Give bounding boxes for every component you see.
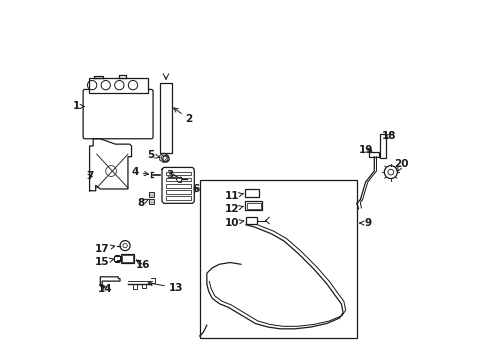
Bar: [149, 199, 154, 204]
Text: 8: 8: [137, 198, 149, 208]
Text: 20: 20: [393, 159, 408, 172]
Text: 17: 17: [94, 244, 115, 254]
Text: 11: 11: [224, 191, 243, 201]
FancyBboxPatch shape: [244, 201, 262, 211]
Bar: [199, 180, 357, 338]
Bar: [165, 184, 190, 188]
Text: 4: 4: [132, 167, 148, 177]
Bar: [115, 255, 119, 262]
Bar: [160, 83, 171, 153]
Text: 6: 6: [192, 184, 199, 194]
Bar: [113, 256, 120, 261]
Text: 1: 1: [73, 102, 84, 112]
Bar: [165, 172, 190, 175]
FancyBboxPatch shape: [88, 78, 147, 93]
FancyBboxPatch shape: [245, 217, 257, 224]
Text: 7: 7: [86, 171, 93, 181]
Bar: [379, 134, 385, 158]
Polygon shape: [100, 277, 120, 288]
Text: 14: 14: [98, 284, 112, 294]
Bar: [165, 197, 190, 200]
Text: 19: 19: [358, 144, 372, 154]
Text: 16: 16: [136, 260, 150, 270]
Bar: [149, 192, 154, 197]
Text: 12: 12: [224, 204, 243, 215]
Text: 15: 15: [95, 257, 114, 267]
Text: 5: 5: [147, 150, 159, 160]
Bar: [165, 190, 190, 194]
Text: 2: 2: [173, 108, 192, 124]
FancyBboxPatch shape: [368, 152, 379, 157]
FancyBboxPatch shape: [122, 255, 133, 262]
Text: 9: 9: [359, 218, 371, 228]
FancyBboxPatch shape: [83, 89, 153, 139]
FancyBboxPatch shape: [121, 254, 134, 263]
FancyBboxPatch shape: [246, 203, 261, 209]
Text: 13: 13: [148, 282, 183, 293]
Text: 18: 18: [381, 131, 395, 141]
Bar: [165, 178, 190, 181]
Text: 3: 3: [166, 170, 177, 180]
FancyBboxPatch shape: [244, 189, 258, 197]
Text: 10: 10: [224, 218, 244, 228]
